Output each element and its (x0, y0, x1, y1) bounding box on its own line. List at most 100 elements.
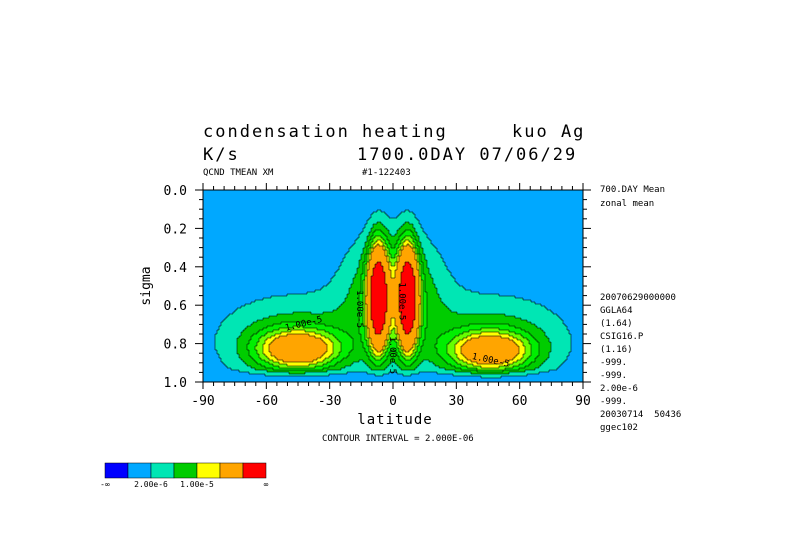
contour-cell (385, 282, 387, 284)
contour-cell (303, 316, 305, 318)
contour-cell (375, 272, 377, 274)
contour-cell (415, 252, 417, 254)
contour-cell (563, 328, 565, 330)
contour-cell (287, 314, 289, 316)
contour-cell (407, 316, 409, 318)
contour-cell (451, 322, 453, 324)
contour-cell (291, 304, 293, 306)
contour-cell (463, 322, 465, 324)
contour-cell (271, 324, 273, 326)
contour-cell (505, 322, 507, 324)
contour-cell (305, 300, 307, 302)
contour-cell (335, 304, 337, 306)
contour-cell (401, 274, 403, 276)
contour-cell (451, 282, 453, 284)
contour-cell (483, 298, 485, 300)
contour-cell (349, 310, 351, 312)
contour-cell (437, 286, 439, 288)
contour-cell (361, 300, 363, 302)
contour-cell (391, 320, 393, 322)
contour-cell (301, 312, 303, 314)
contour-cell (237, 312, 239, 314)
contour-cell (371, 234, 373, 236)
contour-cell (407, 244, 409, 246)
contour-cell (379, 216, 381, 218)
contour-cell (489, 310, 491, 312)
contour-cell (511, 314, 513, 316)
contour-cell (381, 244, 383, 246)
contour-cell (449, 272, 451, 274)
contour-cell (365, 264, 367, 266)
contour-cell (253, 308, 255, 310)
contour-cell (505, 320, 507, 322)
contour-cell (521, 320, 523, 322)
contour-cell (409, 266, 411, 268)
contour-cell (413, 314, 415, 316)
contour-cell (387, 268, 389, 270)
contour-cell (409, 304, 411, 306)
contour-cell (387, 314, 389, 316)
contour-cell (373, 230, 375, 232)
contour-cell (421, 284, 423, 286)
contour-cell (529, 310, 531, 312)
contour-cell (367, 276, 369, 278)
contour-cell (339, 272, 341, 274)
contour-cell (459, 332, 461, 334)
contour-cell (411, 226, 413, 228)
contour-cell (411, 244, 413, 246)
contour-cell (365, 284, 367, 286)
contour-cell (417, 238, 419, 240)
contour-cell (291, 302, 293, 304)
contour-cell (249, 328, 251, 330)
contour-cell (421, 260, 423, 262)
contour-cell (393, 230, 395, 232)
contour-cell (371, 276, 373, 278)
contour-cell (369, 318, 371, 320)
contour-cell (357, 246, 359, 248)
contour-cell (325, 324, 327, 326)
contour-cell (385, 320, 387, 322)
contour-cell (371, 226, 373, 228)
contour-cell (323, 316, 325, 318)
contour-cell (361, 266, 363, 268)
contour-cell (387, 316, 389, 318)
contour-cell (223, 324, 225, 326)
contour-cell (337, 310, 339, 312)
contour-cell (303, 306, 305, 308)
contour-cell (383, 214, 385, 216)
contour-cell (339, 284, 341, 286)
contour-cell (411, 236, 413, 238)
contour-cell (251, 306, 253, 308)
contour-cell (437, 300, 439, 302)
contour-cell (369, 256, 371, 258)
contour-cell (281, 312, 283, 314)
contour-cell (409, 258, 411, 260)
contour-cell (375, 252, 377, 254)
contour-cell (311, 332, 313, 334)
contour-cell (437, 324, 439, 326)
contour-cell (229, 316, 231, 318)
contour-cell (245, 326, 247, 328)
contour-cell (343, 282, 345, 284)
contour-cell (345, 306, 347, 308)
contour-cell (431, 248, 433, 250)
contour-cell (407, 318, 409, 320)
contour-cell (485, 308, 487, 310)
contour-cell (409, 238, 411, 240)
contour-cell (341, 330, 343, 332)
contour-cell (349, 278, 351, 280)
contour-cell (555, 314, 557, 316)
contour-cell (331, 322, 333, 324)
contour-cell (425, 304, 427, 306)
contour-cell (429, 274, 431, 276)
contour-cell (395, 228, 397, 230)
contour-cell (421, 236, 423, 238)
contour-cell (549, 318, 551, 320)
contour-cell (325, 302, 327, 304)
contour-cell (319, 292, 321, 294)
contour-cell (435, 262, 437, 264)
contour-cell (373, 326, 375, 328)
contour-cell (387, 290, 389, 292)
contour-cell (461, 292, 463, 294)
contour-cell (411, 304, 413, 306)
